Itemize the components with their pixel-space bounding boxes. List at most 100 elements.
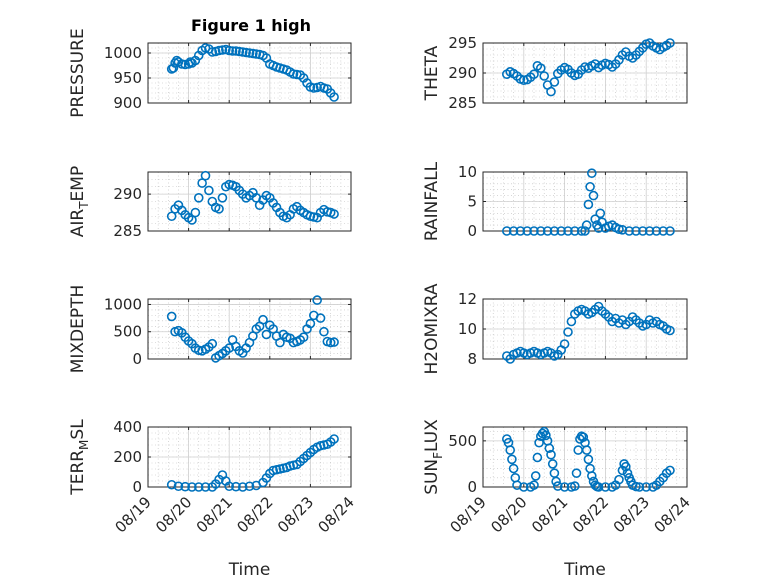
data-point: [231, 46, 241, 56]
data-point: [530, 471, 541, 481]
x-tick-label: 08/22: [233, 493, 276, 536]
x-axis-label: Time: [563, 560, 606, 580]
data-point: [534, 437, 544, 448]
x-tick-label: 08/23: [610, 493, 653, 536]
data-point: [620, 461, 631, 472]
data-point: [251, 49, 262, 59]
data-point: [329, 434, 339, 444]
data-point: [214, 204, 224, 214]
data-point: [622, 468, 633, 478]
data-point: [529, 69, 539, 79]
data-point: [193, 193, 204, 203]
data-point: [578, 432, 589, 442]
data-point: [614, 224, 624, 235]
data-point: [563, 226, 573, 236]
y-axis-label: THETA: [422, 45, 442, 101]
data-point: [651, 226, 662, 236]
data-point: [325, 337, 336, 348]
axes-frame: [147, 42, 352, 104]
data-point: [166, 311, 177, 322]
data-point: [566, 316, 577, 327]
data-point: [200, 170, 211, 181]
data-point: [617, 225, 628, 235]
x-tick-label: 08/24: [315, 493, 358, 536]
data-point: [549, 77, 560, 87]
y-tick-label: 0: [467, 478, 477, 496]
axes-frame: [147, 426, 352, 488]
data-point: [641, 482, 652, 492]
data-point: [312, 295, 322, 305]
data-point: [501, 226, 512, 236]
data-point: [329, 92, 339, 102]
data-point: [187, 482, 197, 492]
y-tick-label: 10: [458, 163, 477, 181]
data-point: [505, 445, 516, 455]
y-axis-label: RAINFALL: [422, 161, 442, 241]
data-point: [588, 190, 599, 201]
y-axis-label: H2OMIXRA: [422, 283, 442, 374]
data-point: [576, 226, 587, 236]
data-point: [193, 482, 204, 492]
data-point: [180, 481, 191, 492]
data-point: [237, 482, 248, 492]
figure-title: Figure 1 high: [191, 16, 311, 35]
data-point: [275, 337, 285, 348]
data-point: [508, 463, 519, 474]
y-tick-label: 0: [132, 350, 142, 368]
data-point: [207, 47, 218, 57]
data-point: [581, 220, 592, 230]
data-point: [508, 226, 519, 236]
data-point: [559, 482, 570, 492]
data-point: [644, 226, 655, 236]
data-point: [631, 481, 641, 492]
data-point: [329, 337, 339, 347]
y-tick-label: 290: [113, 185, 142, 203]
data-point: [529, 480, 539, 490]
data-point: [214, 45, 224, 56]
data-point: [571, 468, 582, 478]
data-point: [549, 226, 560, 236]
data-point: [224, 45, 234, 56]
y-tick-label: 0: [467, 222, 477, 240]
data-point: [507, 454, 517, 465]
data-point: [308, 83, 319, 93]
data-point: [298, 332, 309, 342]
axes-frame: [482, 42, 688, 104]
y-tick-label: 285: [113, 222, 142, 240]
x-axis-label: Time: [228, 560, 271, 580]
subplot-sunflux: 0 500SUNFLUX08/1908/2008/2108/2208/2308/2…: [422, 419, 694, 580]
data-point: [244, 481, 255, 492]
data-point: [580, 226, 590, 236]
data-point: [556, 226, 567, 236]
data-point: [585, 181, 595, 192]
x-tick-label: 08/20: [152, 493, 195, 536]
data-point: [258, 314, 268, 325]
data-point: [180, 59, 191, 70]
y-tick-label: 5: [467, 193, 477, 211]
data-point: [631, 226, 641, 236]
data-point: [512, 480, 522, 490]
data-point: [237, 47, 248, 57]
data-point: [544, 443, 555, 454]
y-axis-label: AIRTEMP: [68, 166, 91, 237]
data-point: [535, 226, 546, 236]
data-point: [231, 481, 241, 492]
data-point: [595, 208, 606, 219]
x-tick-label: 08/21: [528, 493, 571, 536]
data-point: [224, 343, 234, 353]
data-point: [637, 226, 648, 236]
data-point: [217, 45, 228, 55]
data-point: [319, 326, 329, 337]
x-tick-label: 08/19: [447, 493, 490, 536]
data-point: [593, 482, 604, 492]
y-tick-label: 500: [448, 432, 477, 450]
data-point: [168, 63, 179, 73]
subplot-rainfall: 0 5 10 RAINFALL: [422, 161, 688, 241]
y-tick-label: 1000: [104, 44, 142, 62]
subplot-terrmsl: 0 200 400 TERRMSL 08/1908/2008/2108/2208/230…: [68, 418, 358, 580]
data-point: [551, 476, 561, 487]
data-point: [563, 327, 573, 337]
data-point: [234, 46, 245, 57]
data-point: [586, 168, 597, 178]
x-tick-label: 08/24: [651, 493, 694, 536]
